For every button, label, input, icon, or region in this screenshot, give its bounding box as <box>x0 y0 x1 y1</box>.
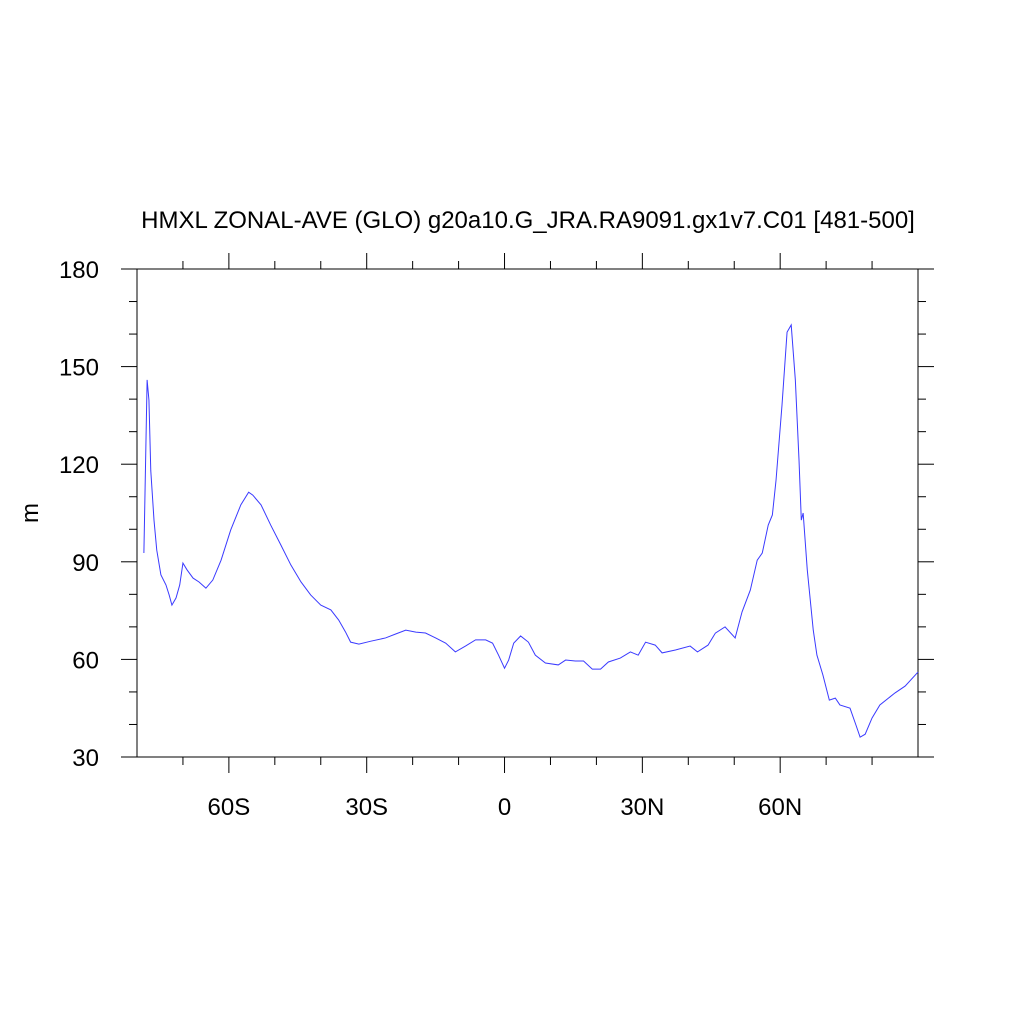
y-tick-label: 120 <box>59 452 99 479</box>
y-tick-label: 90 <box>72 550 99 577</box>
chart-title: HMXL ZONAL-AVE (GLO) g20a10.G_JRA.RA9091… <box>141 207 915 234</box>
x-tick-label: 30S <box>345 794 388 821</box>
plot-frame <box>136 268 919 758</box>
y-tick-label: 60 <box>72 647 99 674</box>
y-tick-label: 30 <box>72 745 99 772</box>
x-tick-label: 60N <box>758 794 802 821</box>
x-tick-label: 60S <box>208 794 251 821</box>
y-axis-label: m <box>17 503 44 523</box>
x-tick-label: 0 <box>498 794 511 821</box>
y-tick-label: 150 <box>59 355 99 382</box>
data-line <box>143 323 919 738</box>
y-tick-label: 180 <box>59 257 99 284</box>
x-tick-label: 30N <box>620 794 664 821</box>
